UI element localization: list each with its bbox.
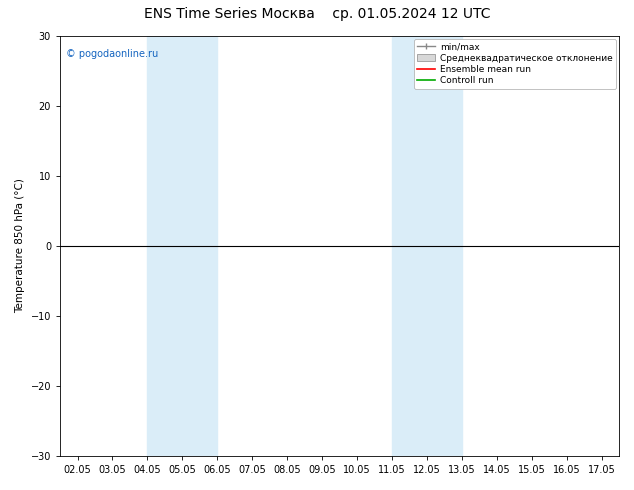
Text: © pogodaonline.ru: © pogodaonline.ru — [66, 49, 158, 59]
Bar — [148, 36, 217, 456]
Text: ENS Time Series Москва    ср. 01.05.2024 12 UTC: ENS Time Series Москва ср. 01.05.2024 12… — [144, 7, 490, 22]
Legend: min/max, Среднеквадратическое отклонение, Ensemble mean run, Controll run: min/max, Среднеквадратическое отклонение… — [414, 39, 616, 89]
Bar — [392, 36, 462, 456]
Y-axis label: Temperature 850 hPa (°C): Temperature 850 hPa (°C) — [15, 179, 25, 314]
